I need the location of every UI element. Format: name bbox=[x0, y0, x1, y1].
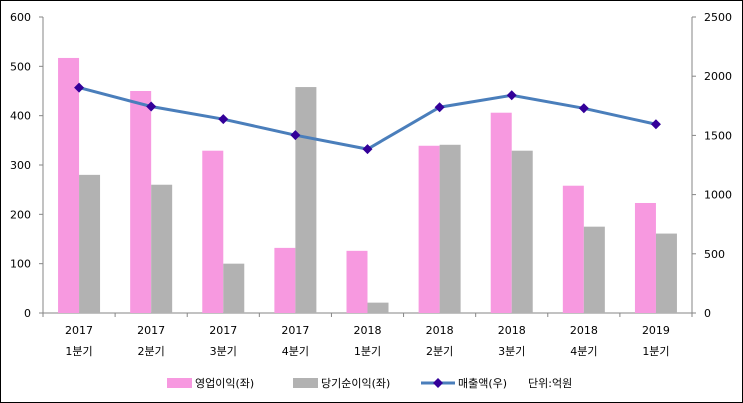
line-marker-revenue bbox=[218, 114, 229, 125]
line-marker-revenue bbox=[506, 90, 517, 101]
x-tick-label-year: 2018 bbox=[570, 324, 598, 337]
unit-note: 단위:억원 bbox=[528, 377, 572, 390]
x-tick-label-quarter: 1분기 bbox=[65, 345, 92, 358]
bar-net-income bbox=[151, 184, 173, 313]
bar-net-income bbox=[655, 233, 677, 313]
left-tick-label: 500 bbox=[10, 60, 31, 73]
x-tick-label-year: 2018 bbox=[354, 324, 382, 337]
bar-net-income bbox=[223, 263, 245, 313]
x-tick-label-quarter: 2분기 bbox=[426, 345, 453, 358]
x-tick-label-quarter: 2분기 bbox=[138, 345, 165, 358]
left-tick-label: 200 bbox=[10, 208, 31, 221]
bar-net-income bbox=[295, 87, 317, 313]
legend-swatch-operating-profit bbox=[167, 378, 192, 388]
x-tick-label-year: 2019 bbox=[642, 324, 670, 337]
right-tick-label: 1000 bbox=[704, 189, 732, 202]
x-tick-label-year: 2017 bbox=[209, 324, 237, 337]
line-marker-revenue bbox=[650, 119, 661, 130]
right-tick-label: 2000 bbox=[704, 70, 732, 83]
left-tick-label: 600 bbox=[10, 11, 31, 24]
line-marker-revenue bbox=[146, 101, 157, 112]
right-tick-label: 500 bbox=[704, 248, 725, 261]
line-marker-revenue bbox=[74, 82, 85, 93]
right-tick-label: 0 bbox=[704, 307, 711, 320]
left-tick-label: 0 bbox=[24, 307, 31, 320]
bar-operating-profit bbox=[562, 185, 584, 313]
x-tick-label-year: 2017 bbox=[137, 324, 165, 337]
legend-label-revenue: 매출액(우) bbox=[458, 377, 507, 390]
left-tick-label: 100 bbox=[10, 258, 31, 271]
legend-label-net-income: 당기순이익(좌) bbox=[321, 377, 390, 390]
line-marker-revenue bbox=[290, 130, 301, 141]
bar-net-income bbox=[367, 302, 389, 313]
left-tick-label: 400 bbox=[10, 110, 31, 123]
bar-net-income bbox=[79, 174, 101, 313]
x-tick-label-quarter: 3분기 bbox=[210, 345, 237, 358]
bar-operating-profit bbox=[130, 91, 152, 313]
legend-label-operating-profit: 영업이익(좌) bbox=[195, 377, 254, 390]
x-tick-label-quarter: 1분기 bbox=[354, 345, 381, 358]
legend-swatch-net-income bbox=[293, 378, 318, 388]
bar-net-income bbox=[583, 226, 605, 313]
right-tick-label: 2500 bbox=[704, 11, 732, 24]
bar-operating-profit bbox=[634, 202, 656, 313]
line-marker-revenue bbox=[362, 144, 373, 155]
left-tick-label: 300 bbox=[10, 159, 31, 172]
x-tick-label-year: 2018 bbox=[498, 324, 526, 337]
line-marker-revenue bbox=[578, 103, 589, 114]
x-tick-label-quarter: 4분기 bbox=[282, 345, 309, 358]
x-tick-label-year: 2018 bbox=[426, 324, 454, 337]
bar-net-income bbox=[511, 150, 533, 313]
line-revenue bbox=[78, 86, 657, 151]
bar-net-income bbox=[439, 144, 461, 313]
right-tick-label: 1500 bbox=[704, 129, 732, 142]
bar-operating-profit bbox=[346, 250, 368, 313]
bar-operating-profit bbox=[490, 112, 512, 313]
x-tick-label-year: 2017 bbox=[65, 324, 93, 337]
line-marker-revenue bbox=[434, 102, 445, 113]
bar-operating-profit bbox=[274, 247, 296, 313]
x-tick-label-quarter: 1분기 bbox=[642, 345, 669, 358]
x-tick-label-year: 2017 bbox=[281, 324, 309, 337]
x-tick-label-quarter: 3분기 bbox=[498, 345, 525, 358]
x-tick-label-quarter: 4분기 bbox=[570, 345, 597, 358]
legend-marker-revenue bbox=[433, 378, 443, 388]
bar-operating-profit bbox=[202, 150, 224, 313]
bar-operating-profit bbox=[418, 145, 440, 313]
bar-operating-profit bbox=[58, 57, 80, 313]
